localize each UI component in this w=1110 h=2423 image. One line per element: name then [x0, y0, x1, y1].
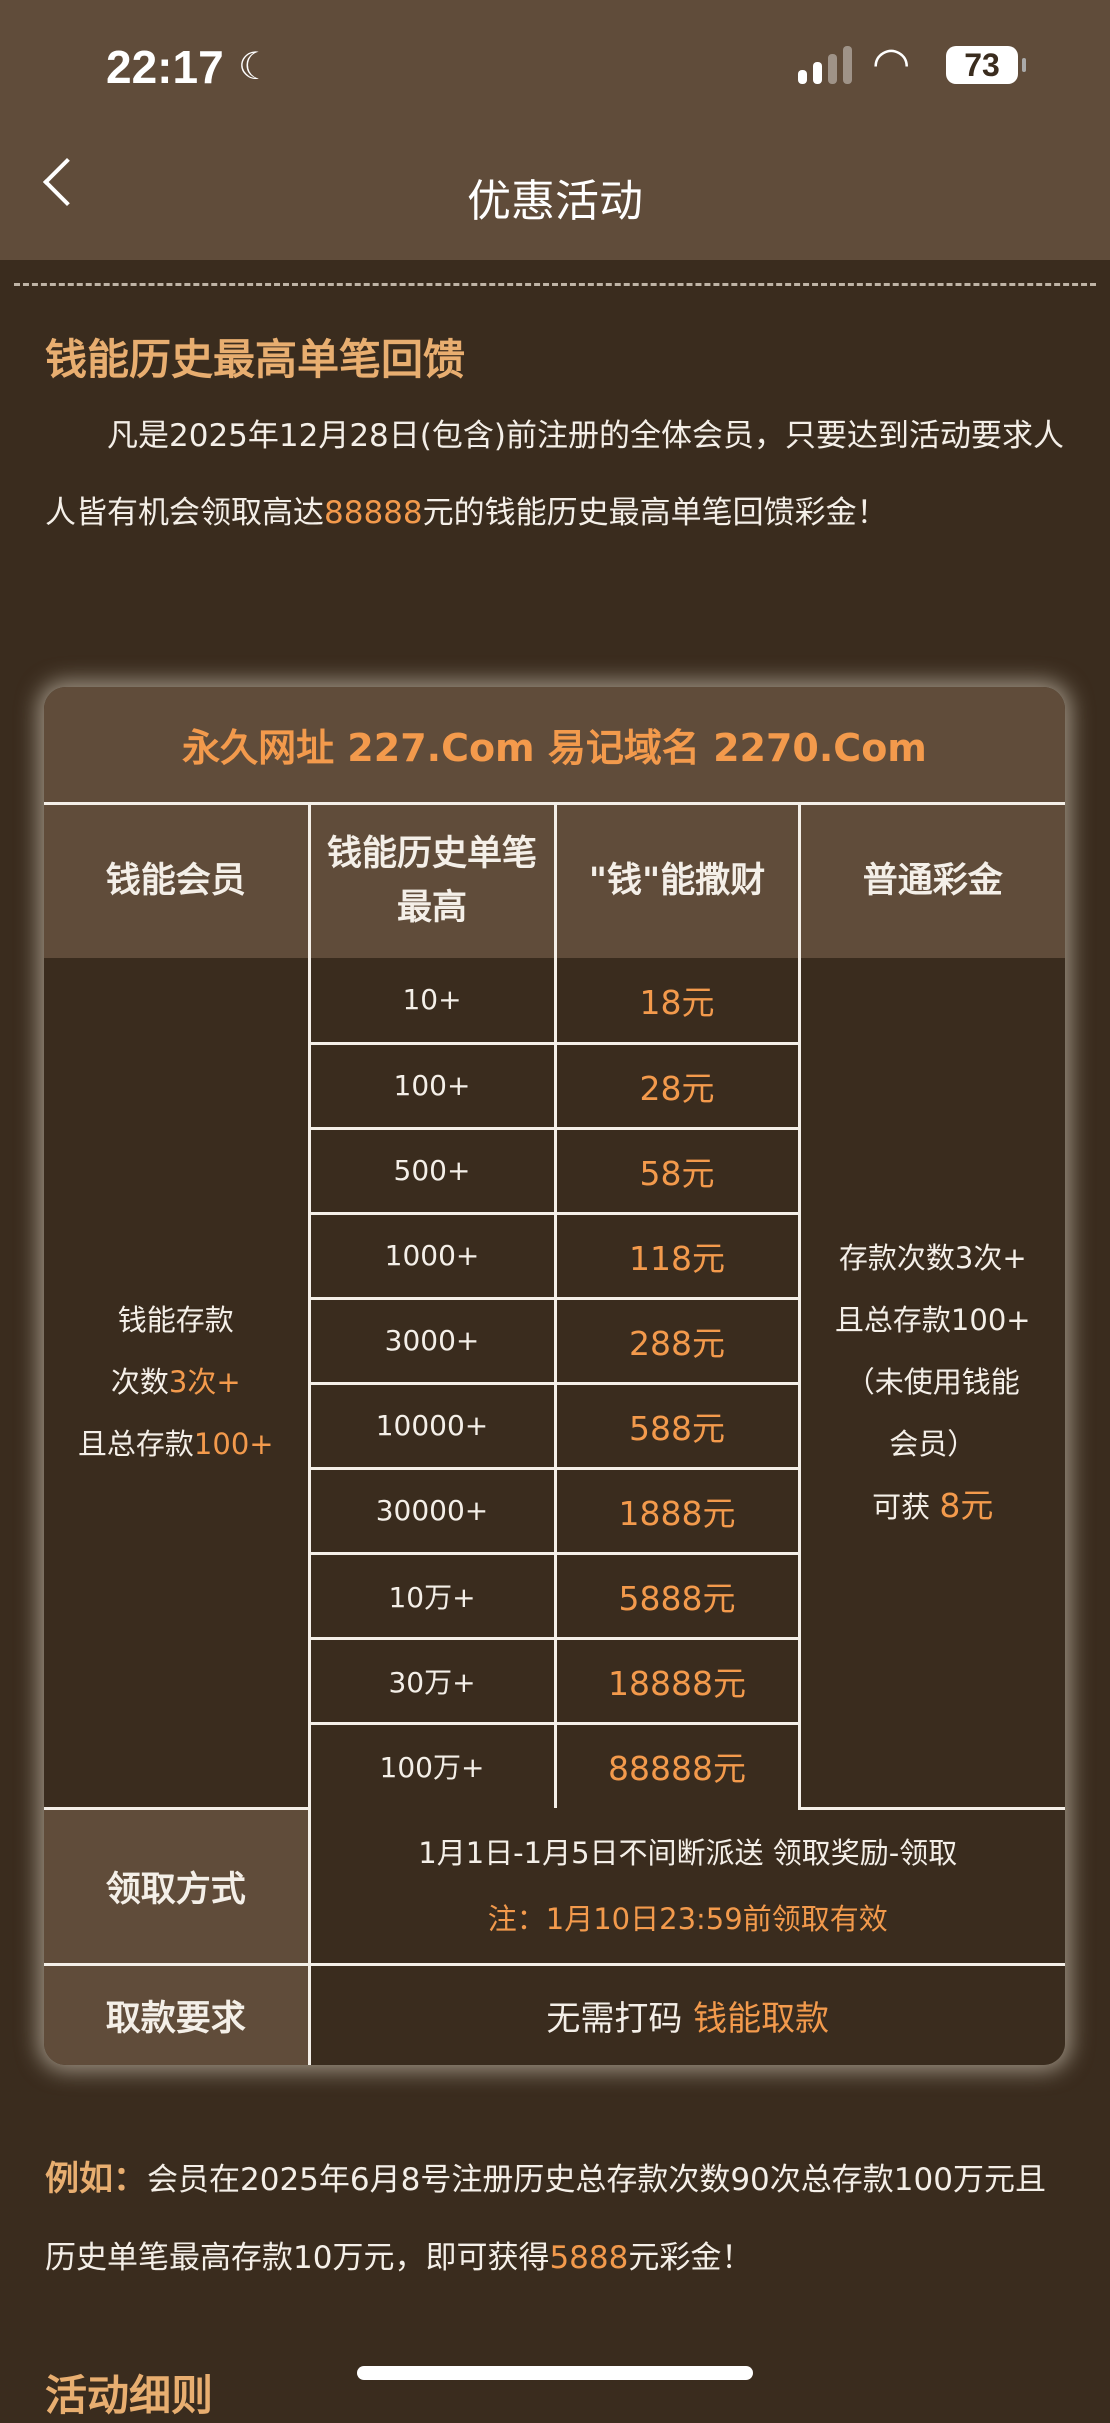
table-row: 100万+ 88888元 — [44, 1721, 1065, 1808]
column-header: 钱能会员 — [44, 801, 311, 958]
req-line: 钱能存款 — [117, 1303, 234, 1338]
column-header: 普通彩金 — [797, 801, 1065, 958]
req-value: 3次+ — [168, 1365, 241, 1400]
column-header: "钱"能撒财 — [553, 801, 801, 958]
table-row: 钱能存款 次数3次+ 且总存款100+ 10+ 18元 存款次数3次+ 且总存款100+ （未… — [44, 958, 1065, 1810]
bonus-cell: 88888元 — [553, 1721, 799, 1808]
table-row: 10万+ 5888元 — [44, 1551, 1065, 1640]
bonus-cell: 1888元 — [553, 1466, 799, 1555]
threshold-cell: 30万+ — [309, 1636, 557, 1725]
normal-line: 且总存款100+ — [834, 1302, 1031, 1337]
bonus-cell: 58元 — [553, 1126, 799, 1215]
normal-text: 可获 — [872, 1489, 940, 1524]
bonus-cell: 18元 — [553, 958, 801, 1045]
normal-line: 存款次数3次+ — [838, 1240, 1027, 1275]
withdraw-label: 取款要求 — [44, 1962, 311, 2065]
intro-text-end: 元的钱能历史最高单笔回馈彩金！ — [422, 495, 888, 531]
normal-line: （未使用钱能 — [845, 1364, 1020, 1399]
page-title: 优惠活动 — [467, 176, 643, 227]
bonus-cell: 288元 — [553, 1296, 799, 1385]
threshold-cell: 3000+ — [309, 1296, 557, 1385]
withdraw-cell: 无需打码 钱能取款 — [307, 1962, 1065, 2065]
table-row: 10000+ 588元 — [44, 1381, 1065, 1470]
top-bar: 22:17 ☾ ◠ 73 优惠活动 — [0, 0, 1110, 260]
normal-line: 可获 8元 — [801, 1475, 1066, 1538]
wifi-icon: ◠ — [872, 38, 911, 89]
example-paragraph: 例如：会员在2025年6月8号注册历史总存款次数90次总存款100万元且历史单笔… — [45, 2140, 1075, 2297]
reward-table: 永久网址 227.Com 易记域名 2270.Com 钱能会员 钱能历史单笔最高… — [44, 687, 1065, 2065]
table-row: 3000+ 288元 — [44, 1296, 1065, 1385]
rules-title: 活动细则 — [45, 2371, 214, 2420]
moon-icon: ☾ — [238, 44, 273, 88]
table-row: 500+ 58元 — [44, 1126, 1065, 1215]
section-title: 钱能历史最高单笔回馈 — [45, 335, 466, 384]
example-text: 会员在2025年6月8号注册历史总存款次数90次总存款100万元且历史单笔最高存… — [45, 2162, 1046, 2276]
intro-paragraph: 凡是2025年12月28日(包含)前注册的全体会员，只要达到活动要求人人皆有机会… — [45, 398, 1065, 552]
req-line: 次数3次+ — [44, 1351, 308, 1413]
claim-method-label: 领取方式 — [44, 1808, 311, 1966]
divider — [14, 283, 1096, 286]
threshold-cell: 10+ — [307, 958, 557, 1045]
normal-value: 8元 — [939, 1485, 994, 1525]
status-time: 22:17 — [106, 41, 224, 93]
threshold-cell: 1000+ — [309, 1211, 557, 1300]
intro-text: 凡是2025年12月28日(包含)前注册的全体会员，只要达到活动要求人人皆有机会… — [45, 418, 1064, 531]
threshold-cell: 10000+ — [309, 1381, 557, 1470]
table-row: 1000+ 118元 — [44, 1211, 1065, 1300]
threshold-cell: 100万+ — [309, 1721, 557, 1808]
example-amount: 5888 — [549, 2240, 629, 2276]
threshold-cell: 100+ — [309, 1041, 557, 1130]
intro-amount: 88888 — [324, 495, 423, 531]
withdraw-text: 无需打码 — [546, 1998, 694, 2039]
battery-icon: 73 — [946, 46, 1026, 84]
member-requirement: 钱能存款 次数3次+ 且总存款100+ — [44, 958, 311, 1810]
battery-level: 73 — [964, 47, 1000, 83]
claim-note: 注：1月10日23:59前领取有效 — [487, 1902, 888, 1936]
threshold-cell: 10万+ — [309, 1551, 557, 1640]
column-header: 钱能历史单笔最高 — [307, 801, 557, 958]
req-line: 且总存款100+ — [44, 1413, 308, 1475]
bonus-cell: 5888元 — [553, 1551, 799, 1640]
home-indicator[interactable] — [357, 2366, 753, 2380]
table-row: 100+ 28元 — [44, 1041, 1065, 1130]
table-banner: 永久网址 227.Com 易记域名 2270.Com — [44, 687, 1065, 805]
signal-icon — [798, 46, 852, 84]
threshold-cell: 500+ — [309, 1126, 557, 1215]
example-text-end: 元彩金！ — [628, 2240, 753, 2276]
bonus-cell: 18888元 — [553, 1636, 799, 1725]
claim-text: 1月1日-1月5日不间断派送 领取奖励-领取 — [418, 1836, 958, 1870]
threshold-cell: 30000+ — [309, 1466, 557, 1555]
withdraw-highlight: 钱能取款 — [693, 1998, 830, 2039]
normal-bonus: 存款次数3次+ 且总存款100+ （未使用钱能 会员） 可获 8元 — [797, 958, 1066, 1810]
req-text: 次数 — [110, 1365, 169, 1400]
normal-line: 会员） — [889, 1426, 977, 1461]
table-row: 30万+ 18888元 — [44, 1636, 1065, 1725]
bonus-cell: 28元 — [553, 1041, 799, 1130]
claim-method-cell: 1月1日-1月5日不间断派送 领取奖励-领取 注：1月10日23:59前领取有效 — [307, 1808, 1065, 1966]
bonus-cell: 118元 — [553, 1211, 799, 1300]
table-row: 30000+ 1888元 — [44, 1466, 1065, 1555]
bonus-cell: 588元 — [553, 1381, 799, 1470]
example-label: 例如： — [45, 2159, 147, 2199]
req-text: 且总存款 — [77, 1427, 194, 1462]
req-value: 100+ — [193, 1427, 274, 1462]
